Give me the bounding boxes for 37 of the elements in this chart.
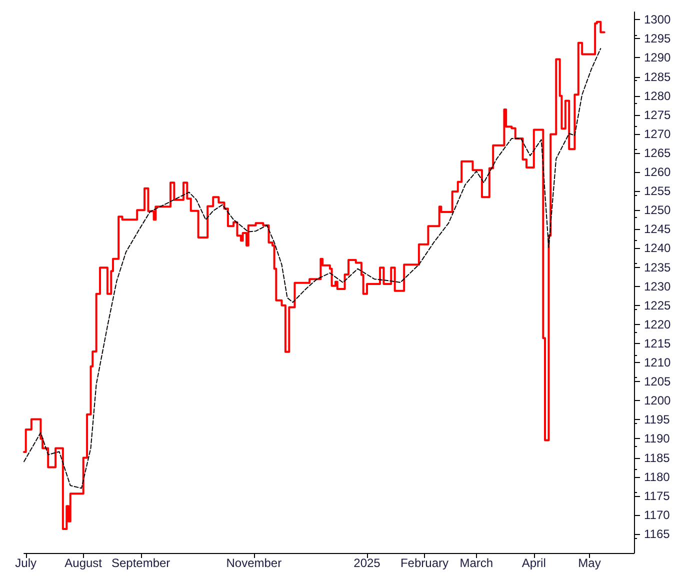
y-tick-label: 1250 <box>644 203 672 218</box>
x-tick-label: November <box>226 556 282 570</box>
y-tick-label: 1240 <box>644 241 672 256</box>
y-tick-label: 1285 <box>644 70 672 84</box>
y-tick-label: 1170 <box>644 508 670 522</box>
y-tick-label: 1260 <box>644 165 672 180</box>
y-tick-label: 1255 <box>644 184 672 198</box>
y-tick-label: 1245 <box>644 222 672 236</box>
y-tick-label: 1290 <box>644 50 672 65</box>
x-tick-label: September <box>111 556 170 570</box>
y-tick-label: 1230 <box>644 279 672 294</box>
x-tick-label: April <box>522 556 546 570</box>
y-tick-label: 1280 <box>644 88 672 103</box>
y-tick-label: 1195 <box>644 412 670 427</box>
x-tick-label: March <box>460 556 494 570</box>
y-tick-label: 1265 <box>644 146 672 160</box>
x-tick-label: August <box>64 556 103 570</box>
x-tick-label: July <box>15 556 37 570</box>
y-tick-label: 1300 <box>644 12 672 27</box>
y-tick-label: 1295 <box>644 32 672 46</box>
x-tick-label: February <box>400 556 448 570</box>
y-tick-label: 1185 <box>644 450 670 465</box>
y-tick-label: 1210 <box>644 356 672 370</box>
y-tick-label: 1205 <box>644 374 672 389</box>
y-tick-label: 1165 <box>644 526 670 541</box>
y-tick-label: 1270 <box>644 126 672 141</box>
y-tick-label: 1190 <box>644 432 670 446</box>
y-tick-label: 1180 <box>644 470 670 484</box>
y-tick-label: 1275 <box>644 108 672 122</box>
x-tick-label: 2025 <box>354 556 381 570</box>
y-tick-label: 1225 <box>644 298 672 312</box>
y-tick-label: 1215 <box>644 336 672 350</box>
y-tick-label: 1200 <box>644 394 672 408</box>
y-tick-label: 1235 <box>644 260 672 274</box>
x-tick-label: May <box>578 556 601 570</box>
y-tick-label: 1175 <box>644 488 670 503</box>
y-tick-label: 1220 <box>644 317 672 332</box>
